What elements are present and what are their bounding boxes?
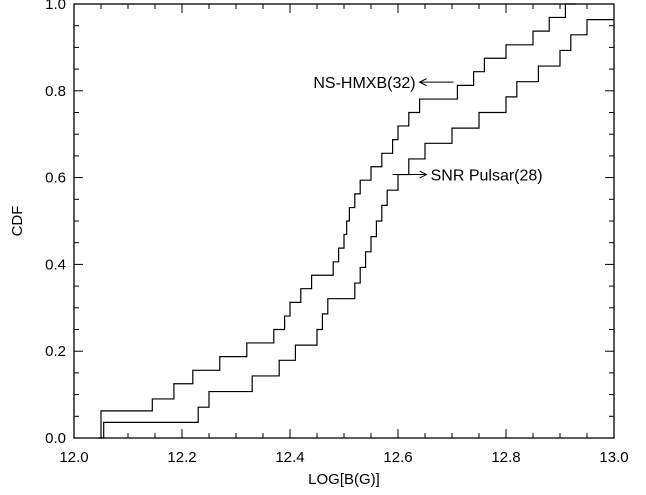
annotation-arrowhead <box>419 170 428 179</box>
series-line-snr-pulsar <box>101 19 614 439</box>
annotation-snr-pulsar: SNR Pulsar(28) <box>392 168 543 185</box>
axis-tick-labels: 12.0 12.2 12.4 12.6 12.8 13.0 0.0 0.2 0.4 0.6 0.8 1… <box>45 0 628 466</box>
series-line-ns-hmxb <box>98 3 577 439</box>
x-axis-label: LOG[B(G)] <box>308 471 380 488</box>
annotation-ns-hmxb: NS-HMXB(32) <box>313 75 454 92</box>
y-tick-label: 0.6 <box>45 170 66 187</box>
annotations-layer: NS-HMXB(32) SNR Pulsar(28) <box>313 75 542 184</box>
annotation-label: NS-HMXB(32) <box>313 75 415 92</box>
y-tick-label: 0.4 <box>45 256 66 273</box>
x-tick-label: 12.8 <box>491 449 520 466</box>
axis-ticks <box>73 3 615 439</box>
y-tick-label: 0.8 <box>45 83 66 100</box>
y-tick-label: 1.0 <box>45 0 66 13</box>
y-tick-label: 0.2 <box>45 343 66 360</box>
x-tick-label: 12.0 <box>59 449 88 466</box>
x-tick-label: 12.4 <box>275 449 304 466</box>
annotation-label: SNR Pulsar(28) <box>431 168 543 185</box>
x-tick-label: 13.0 <box>599 449 628 466</box>
series-layer <box>98 3 614 439</box>
annotation-arrowhead <box>418 78 427 87</box>
plot-frame <box>73 3 615 439</box>
x-tick-label: 12.2 <box>167 449 196 466</box>
x-tick-label: 12.6 <box>383 449 412 466</box>
plot-border <box>73 3 615 439</box>
y-tick-label: 0.0 <box>45 430 66 447</box>
y-axis-label: CDF <box>9 206 26 237</box>
